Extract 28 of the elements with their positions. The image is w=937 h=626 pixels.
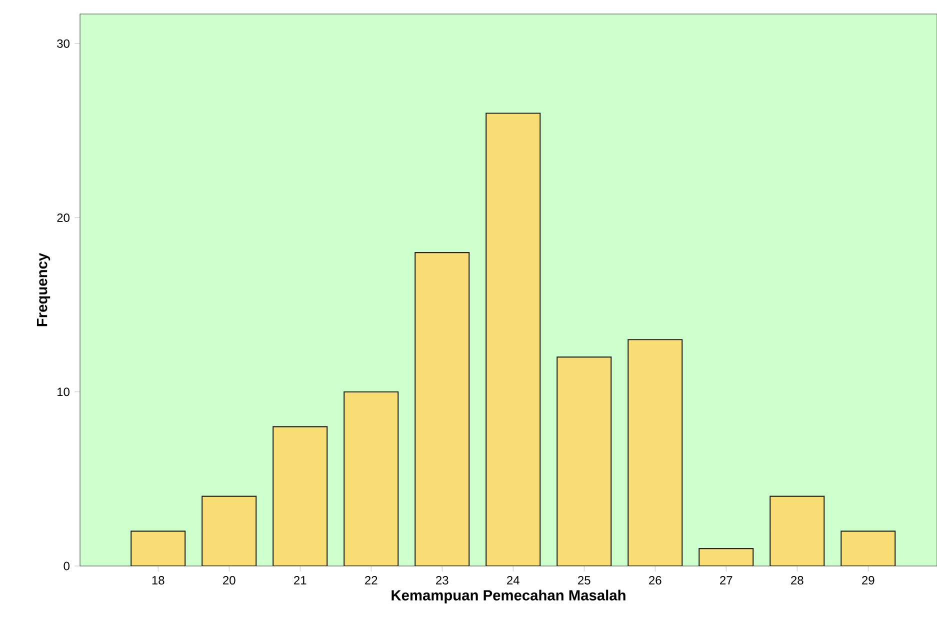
x-tick-label: 28 <box>791 576 804 585</box>
bar <box>628 340 682 566</box>
x-tick-label: 26 <box>649 576 662 585</box>
x-tick-label: 24 <box>507 576 520 584</box>
bar <box>415 252 470 566</box>
bar <box>273 426 328 566</box>
bar <box>344 392 398 566</box>
y-tick-label: 0 <box>64 562 70 570</box>
x-tick-label: 29 <box>862 576 874 585</box>
x-tick-label: 18 <box>152 576 164 585</box>
bar <box>557 357 612 566</box>
bar <box>770 496 824 566</box>
bar <box>486 113 540 566</box>
bar <box>131 531 186 566</box>
bar <box>840 530 896 566</box>
y-axis-title: Frequency <box>37 252 50 326</box>
x-tick-label: 23 <box>436 576 448 585</box>
x-tick-label: 20 <box>223 576 236 585</box>
x-tick-label: 25 <box>578 576 590 585</box>
y-tick-label: 20 <box>57 213 70 222</box>
bar <box>202 496 256 566</box>
bar <box>699 548 754 566</box>
y-tick-label: 10 <box>58 388 70 396</box>
x-tick-label: 22 <box>365 576 378 584</box>
x-axis-title: Kemampuan Pemecahan Masalah <box>392 590 626 604</box>
x-tick-label: 21 <box>294 576 306 584</box>
y-tick-label: 30 <box>57 39 70 48</box>
x-tick-label: 27 <box>720 576 732 584</box>
